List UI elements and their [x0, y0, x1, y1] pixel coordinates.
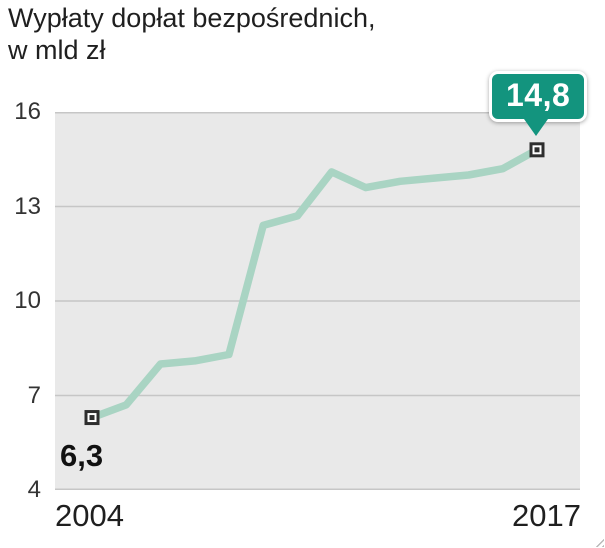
data-line [88, 146, 541, 422]
data-point-marker [84, 410, 100, 426]
y-axis-tick-label: 13 [14, 192, 41, 220]
y-axis-tick-label: 4 [27, 476, 41, 503]
data-point-marker [529, 142, 545, 158]
plot-area [55, 112, 580, 490]
y-axis-tick-label: 7 [27, 381, 41, 409]
chart-title-line2: w mld zł [8, 35, 106, 65]
y-axis-tick-label: 10 [14, 287, 41, 314]
chart-title-line1: Wypłaty dopłat bezpośrednich, [8, 3, 376, 33]
badge-tail-icon [524, 119, 548, 136]
y-axis: 16 13 10 7 4 [0, 0, 46, 548]
x-axis-label-end: 2017 [512, 498, 581, 533]
end-value-badge: 14,8 [489, 71, 588, 136]
resize-handle-icon [593, 536, 604, 547]
y-axis-tick-label: 16 [14, 98, 41, 125]
chart-title: Wypłaty dopłat bezpośrednich, w mld zł [8, 2, 375, 66]
start-value-label: 6,3 [60, 438, 104, 473]
end-value-label: 14,8 [506, 77, 571, 113]
x-axis-label-start: 2004 [55, 498, 124, 533]
line-chart-svg [55, 112, 580, 490]
